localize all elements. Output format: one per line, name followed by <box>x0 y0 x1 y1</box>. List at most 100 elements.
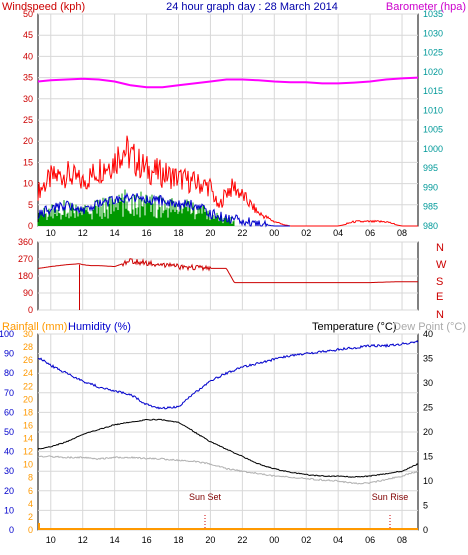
rainfall-axis-title: Rainfall (mm) <box>2 321 67 333</box>
humidity-tick-label: 50 <box>4 427 14 437</box>
sunset-label: Sun Set <box>189 492 222 502</box>
wind-x-tick-label: 12 <box>78 228 88 238</box>
humidity-tick-label: 80 <box>4 368 14 378</box>
compass-label: E <box>436 291 443 303</box>
windspeed-tick-label: 15 <box>23 157 33 167</box>
windspeed-tick-label: 10 <box>23 179 33 189</box>
temp-x-tick-label: 04 <box>333 535 343 545</box>
temp-x-tick-label: 14 <box>110 535 120 545</box>
dewpoint-series-line <box>37 455 419 485</box>
direction-tick-label: 180 <box>18 271 33 281</box>
windspeed-tick-label: 50 <box>23 9 33 19</box>
barometer-tick-label: 990 <box>423 182 438 192</box>
temp-x-tick-label: 10 <box>46 535 56 545</box>
barometer-tick-label: 1030 <box>423 28 443 38</box>
temperature-tick-label: 25 <box>423 403 433 413</box>
rainfall-tick-label: 0 <box>28 525 33 535</box>
rainfall-tick-label: 14 <box>23 434 33 444</box>
windspeed-tick-label: 25 <box>23 115 33 125</box>
barometer-tick-label: 1010 <box>423 105 443 115</box>
humidity-axis-title: Humidity (%) <box>68 321 131 333</box>
temperature-tick-label: 10 <box>423 476 433 486</box>
rainfall-tick-label: 18 <box>23 407 33 417</box>
rainfall-tick-label: 30 <box>23 329 33 339</box>
windspeed-tick-label: 20 <box>23 136 33 146</box>
humidity-tick-label: 20 <box>4 486 14 496</box>
wind-x-tick-label: 00 <box>269 228 279 238</box>
temp-x-tick-label: 02 <box>301 535 311 545</box>
temperature-tick-label: 35 <box>423 354 433 364</box>
sunrise-label: Sun Rise <box>372 492 409 502</box>
windspeed-tick-label: 45 <box>23 30 33 40</box>
barometer-tick-label: 995 <box>423 163 438 173</box>
wind-x-tick-label: 02 <box>301 228 311 238</box>
windspeed-series-line <box>37 135 418 227</box>
rainfall-tick-label: 22 <box>23 381 33 391</box>
windspeed-tick-label: 5 <box>28 200 33 210</box>
temperature-axis-title: Temperature (°C) <box>312 321 396 333</box>
rainfall-tick-label: 4 <box>28 499 33 509</box>
rainfall-tick-label: 24 <box>23 368 33 378</box>
windspeed-tick-label: 0 <box>28 221 33 231</box>
wind-direction-series-line <box>37 258 418 284</box>
barometer-tick-label: 1035 <box>423 9 443 19</box>
temp-x-tick-label: 08 <box>397 535 407 545</box>
wind-x-tick-label: 20 <box>205 228 215 238</box>
barometer-tick-label: 1015 <box>423 86 443 96</box>
rainfall-tick-label: 26 <box>23 355 33 365</box>
wind-x-tick-label: 08 <box>397 228 407 238</box>
temperature-tick-label: 5 <box>423 501 428 511</box>
temperature-tick-label: 40 <box>423 329 433 339</box>
windspeed-tick-label: 30 <box>23 94 33 104</box>
temp-x-tick-label: 16 <box>142 535 152 545</box>
wind-x-tick-label: 10 <box>46 228 56 238</box>
barometer-tick-label: 985 <box>423 202 438 212</box>
temp-x-tick-label: 22 <box>237 535 247 545</box>
temp-x-tick-label: 06 <box>365 535 375 545</box>
temp-x-tick-label: 00 <box>269 535 279 545</box>
temperature-series-line <box>37 418 419 478</box>
temp-x-tick-label: 12 <box>78 535 88 545</box>
direction-tick-label: 0 <box>28 305 33 315</box>
series-layer <box>37 76 419 530</box>
barometer-tick-label: 1000 <box>423 144 443 154</box>
temperature-tick-label: 20 <box>423 427 433 437</box>
humidity-tick-label: 60 <box>4 407 14 417</box>
barometer-tick-label: 1020 <box>423 67 443 77</box>
barometer-series-line <box>37 76 419 89</box>
chart-title: 24 hour graph day : 28 March 2014 <box>166 1 338 13</box>
windspeed-tick-label: 40 <box>23 51 33 61</box>
temperature-tick-label: 15 <box>423 452 433 462</box>
humidity-tick-label: 40 <box>4 447 14 457</box>
rainfall-tick-label: 16 <box>23 420 33 430</box>
direction-tick-label: 270 <box>18 254 33 264</box>
average-wind-series-line <box>37 192 290 228</box>
wind-x-tick-label: 14 <box>110 228 120 238</box>
rainfall-tick-label: 2 <box>28 512 33 522</box>
axis-layer: 1010121214141616181820202222000002020404… <box>0 9 447 545</box>
rainfall-tick-label: 6 <box>28 486 33 496</box>
direction-tick-label: 90 <box>23 288 33 298</box>
compass-label: N <box>436 309 444 321</box>
wind-x-tick-label: 04 <box>333 228 343 238</box>
wind-x-tick-label: 16 <box>142 228 152 238</box>
temp-x-tick-label: 18 <box>173 535 183 545</box>
rainfall-tick-label: 20 <box>23 394 33 404</box>
humidity-tick-label: 0 <box>9 525 14 535</box>
humidity-tick-label: 30 <box>4 466 14 476</box>
humidity-tick-label: 70 <box>4 388 14 398</box>
rainfall-tick-label: 8 <box>28 473 33 483</box>
compass-label: S <box>436 276 443 288</box>
wind-x-tick-label: 18 <box>173 228 183 238</box>
barometer-tick-label: 1005 <box>423 125 443 135</box>
barometer-axis-title: Barometer (hpa) <box>386 1 466 13</box>
rainfall-tick-label: 10 <box>23 460 33 470</box>
dewpoint-axis-title: Dew Point (°C) <box>393 321 466 333</box>
rainfall-tick-label: 28 <box>23 342 33 352</box>
compass-label: W <box>436 259 447 271</box>
direction-tick-label: 360 <box>18 237 33 247</box>
temperature-tick-label: 30 <box>423 378 433 388</box>
barometer-tick-label: 980 <box>423 221 438 231</box>
